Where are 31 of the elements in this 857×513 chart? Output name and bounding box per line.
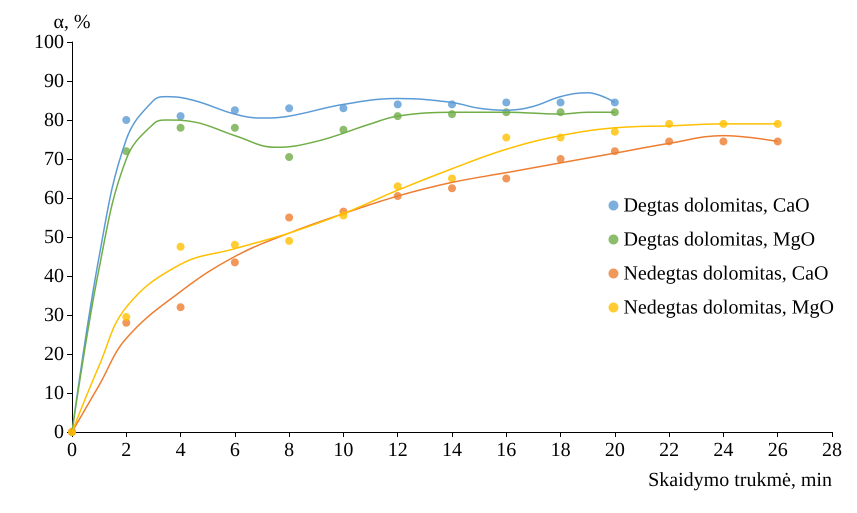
- legend-label: Degtas dolomitas, MgO: [623, 228, 816, 250]
- y-tick-label: 0: [54, 421, 64, 443]
- x-tick-label: 26: [768, 439, 788, 461]
- x-tick-label: 6: [230, 439, 240, 461]
- x-tick-label: 10: [333, 439, 354, 461]
- x-tick-label: 16: [496, 439, 516, 461]
- y-tick-label: 60: [44, 187, 64, 209]
- x-tick-label: 22: [659, 439, 680, 461]
- y-axis-title: α, %: [53, 11, 91, 34]
- y-tick-label: 40: [44, 265, 64, 287]
- y-tick-label: 20: [44, 343, 64, 365]
- x-tick-label: 24: [713, 439, 734, 461]
- y-tick-label: 10: [44, 382, 64, 404]
- y-tick-label: 70: [44, 148, 64, 170]
- x-tick-label: 14: [442, 439, 462, 461]
- x-tick-label: 4: [176, 439, 186, 461]
- x-tick-label: 28: [822, 439, 842, 461]
- y-tick-label: 80: [44, 109, 64, 131]
- legend-label: Nedegtas dolomitas, CaO: [623, 262, 828, 284]
- x-tick-label: 2: [121, 439, 132, 461]
- x-axis-title: Skaidymo trukmė, min: [648, 469, 832, 491]
- y-tick-label: 90: [44, 70, 64, 92]
- y-tick-label: 100: [34, 31, 64, 53]
- y-tick-label: 50: [44, 226, 64, 248]
- legend-label: Nedegtas dolomitas, MgO: [623, 296, 834, 318]
- x-tick-label: 8: [284, 439, 294, 461]
- x-tick-label: 18: [550, 439, 571, 461]
- legend-label: Degtas dolomitas, CaO: [623, 194, 810, 216]
- x-tick-label: 20: [604, 439, 625, 461]
- y-tick-label: 30: [44, 304, 64, 326]
- x-tick-label: 12: [388, 439, 408, 461]
